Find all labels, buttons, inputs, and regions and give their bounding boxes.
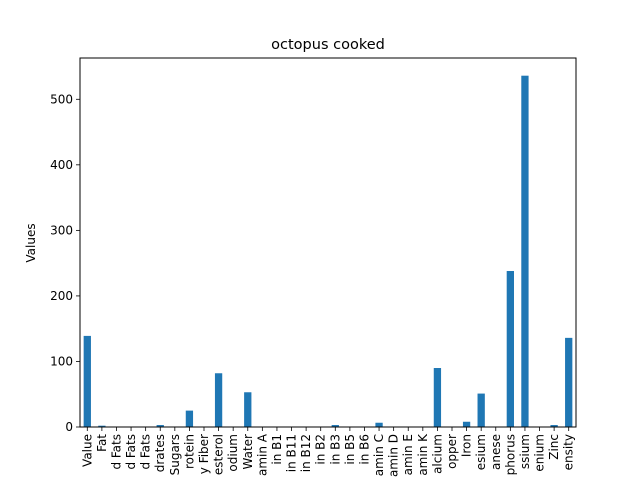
- x-tick-label: Zinc: [547, 434, 561, 460]
- x-tick-label: odium: [226, 434, 240, 472]
- bar: [550, 425, 558, 427]
- bar: [433, 368, 442, 427]
- bar: [98, 425, 106, 427]
- x-tick-label: in B3: [328, 434, 342, 465]
- x-tick-label: esterol: [212, 434, 226, 475]
- y-tick-label: 0: [65, 420, 73, 434]
- x-tick-label: Value: [80, 434, 94, 467]
- bar: [462, 421, 471, 427]
- x-tick-label: amin E: [401, 434, 415, 475]
- x-tick-label: enium: [533, 434, 547, 472]
- y-tick-label: 300: [50, 223, 73, 237]
- bar: [244, 392, 252, 427]
- x-tick-label: d Fats: [109, 434, 123, 470]
- x-tick-label: in B1: [270, 434, 284, 465]
- bar: [156, 425, 164, 427]
- bar: [521, 75, 529, 428]
- x-tick-label: alcium: [430, 434, 444, 474]
- y-tick-label: 500: [50, 92, 73, 106]
- x-tick-label: ssium: [518, 434, 532, 469]
- x-tick-label: in B5: [343, 434, 357, 465]
- bar: [565, 337, 573, 427]
- x-tick-label: d Fats: [124, 434, 138, 470]
- x-tick-label: Fat: [95, 434, 109, 452]
- x-tick-label: in B2: [314, 434, 328, 465]
- y-ticks-group: 0 100 200 300 400 500: [50, 92, 80, 434]
- x-tick-label: rotein: [182, 434, 196, 469]
- bar: [375, 422, 383, 427]
- y-tick-label: 200: [50, 289, 73, 303]
- bar: [83, 335, 91, 427]
- chart-title: octopus cooked: [271, 37, 385, 53]
- x-tick-label: in B12: [299, 434, 313, 472]
- x-tick-label: in B6: [357, 434, 371, 465]
- bar: [477, 393, 485, 427]
- bar: [185, 410, 194, 427]
- x-tick-label: d Fats: [139, 434, 153, 470]
- plot-frame: [79, 57, 577, 428]
- x-tick-label: amin D: [387, 434, 401, 477]
- bar: [214, 373, 223, 427]
- x-ticks-group: Value Fat d Fats d Fats d Fats drates Sugars ro…: [80, 427, 576, 477]
- bar: [506, 271, 514, 427]
- x-tick-label: Sugars: [168, 434, 182, 475]
- x-tick-label: ensity: [562, 434, 576, 470]
- x-tick-label: phorus: [503, 434, 517, 475]
- x-tick-label: Iron: [460, 434, 474, 457]
- x-tick-label: y Fiber: [197, 434, 211, 474]
- x-tick-label: anese: [489, 434, 503, 470]
- x-tick-label: drates: [153, 434, 167, 472]
- x-tick-label: Water: [241, 434, 255, 470]
- bars-group: [83, 75, 573, 428]
- x-tick-label: amin K: [416, 433, 430, 476]
- x-tick-label: opper: [445, 434, 459, 469]
- x-tick-label: esium: [474, 434, 488, 470]
- bar: [331, 425, 339, 427]
- x-tick-label: amin A: [255, 433, 269, 476]
- y-axis-label: Values: [24, 223, 38, 262]
- y-tick-label: 100: [50, 354, 73, 368]
- y-tick-label: 400: [50, 158, 73, 172]
- x-tick-label: amin C: [372, 434, 386, 476]
- x-tick-label: in B11: [285, 434, 299, 472]
